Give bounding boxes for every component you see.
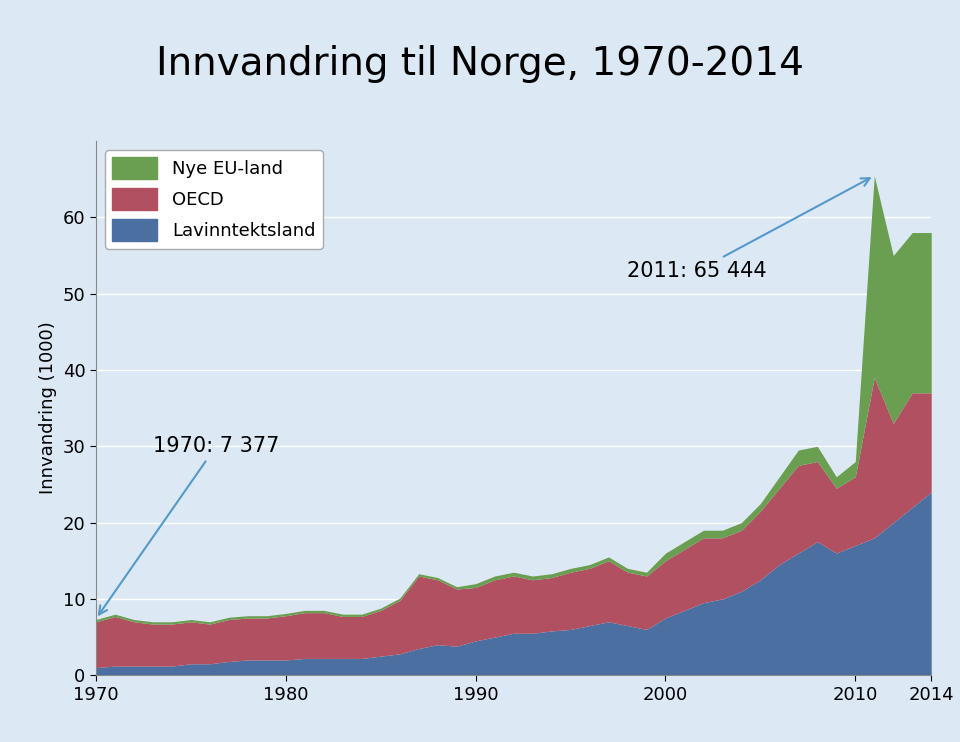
Legend: Nye EU-land, OECD, Lavinntektsland: Nye EU-land, OECD, Lavinntektsland [105, 150, 323, 249]
Y-axis label: Innvandring (1000): Innvandring (1000) [39, 322, 58, 494]
Text: Innvandring til Norge, 1970-2014: Innvandring til Norge, 1970-2014 [156, 45, 804, 82]
Text: 2011: 65 444: 2011: 65 444 [628, 178, 870, 280]
Text: 1970: 7 377: 1970: 7 377 [99, 436, 279, 614]
